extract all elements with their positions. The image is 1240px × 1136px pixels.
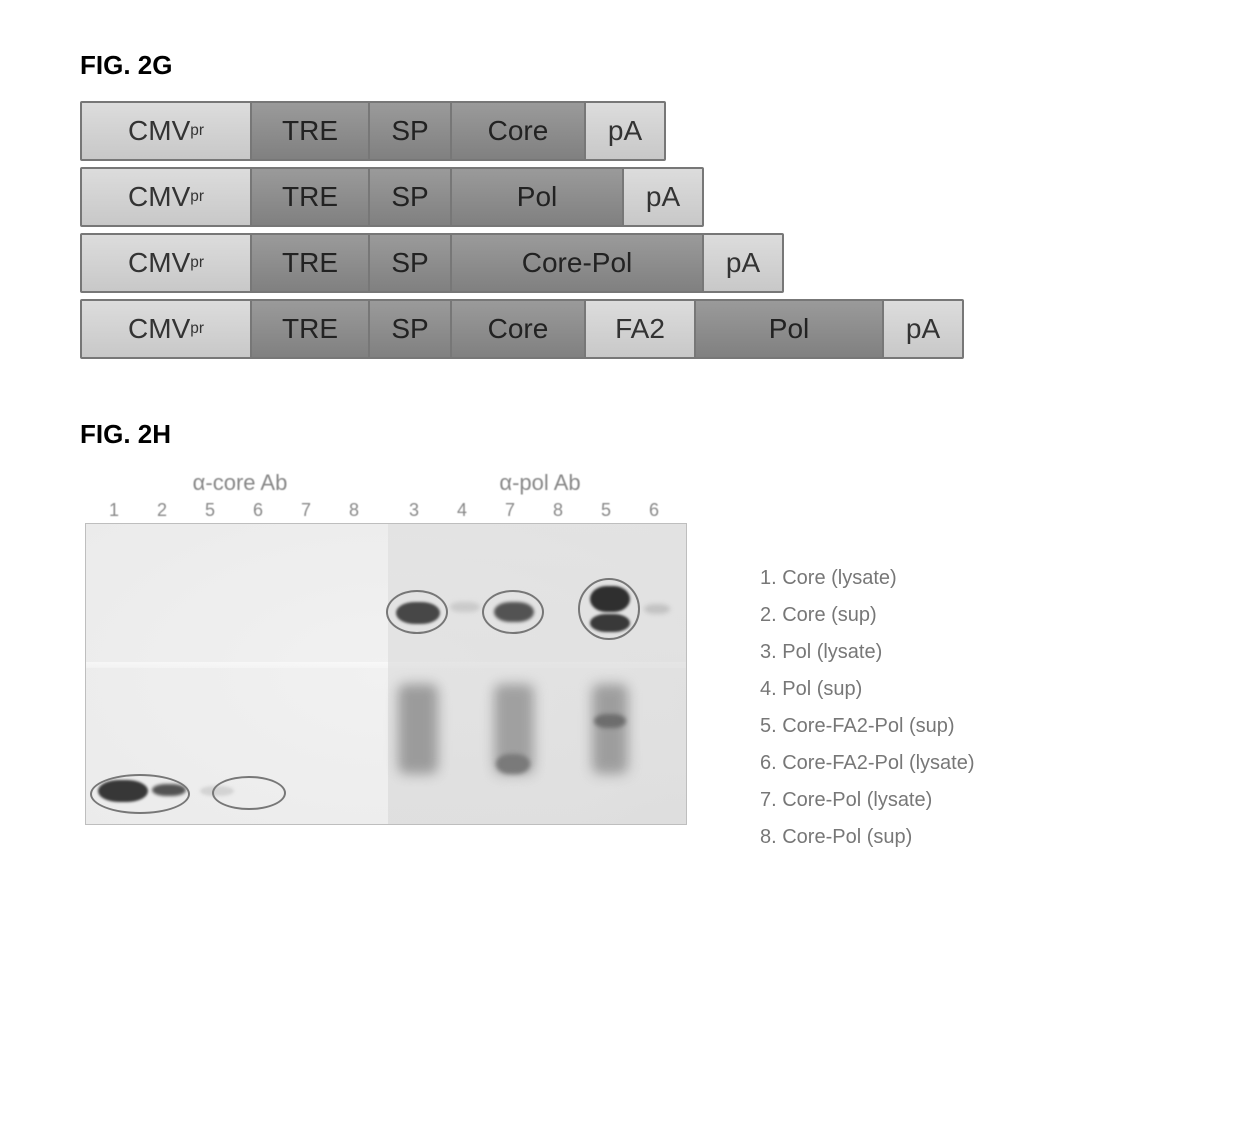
panel-label: α-pol Ab	[390, 470, 690, 496]
construct-segment: SP	[370, 301, 452, 357]
lane-number: 2	[138, 500, 186, 521]
annotation-circle	[578, 578, 640, 640]
construct-segment: SP	[370, 169, 452, 225]
legend-item: 4. Pol (sup)	[760, 671, 975, 708]
fig-2g-label: FIG. 2G	[80, 50, 1200, 81]
construct-segment: FA2	[586, 301, 696, 357]
construct-row: CMVprTRESPCorepA	[80, 101, 666, 161]
legend-item: 3. Pol (lysate)	[760, 634, 975, 671]
gel-panel-labels: α-core Abα-pol Ab	[90, 470, 700, 496]
panel-label: α-core Ab	[90, 470, 390, 496]
fig-2g-constructs: CMVprTRESPCorepACMVprTRESPPolpACMVprTRES…	[80, 101, 1200, 359]
annotation-circle	[386, 590, 448, 634]
gel-column: α-core Abα-pol Ab 125678347856	[80, 470, 700, 825]
lane-number: 5	[186, 500, 234, 521]
gel-band	[644, 604, 670, 614]
construct-row: CMVprTRESPCoreFA2PolpA	[80, 299, 964, 359]
legend-item: 5. Core-FA2-Pol (sup)	[760, 708, 975, 745]
lane-number: 1	[90, 500, 138, 521]
construct-segment: CMVpr	[82, 103, 252, 159]
construct-row: CMVprTRESPCore-PolpA	[80, 233, 784, 293]
gel-dark-panel	[388, 524, 687, 824]
construct-segment: pA	[624, 169, 702, 225]
legend-item: 7. Core-Pol (lysate)	[760, 782, 975, 819]
construct-segment: pA	[884, 301, 962, 357]
fig-2h-label: FIG. 2H	[80, 419, 1200, 450]
construct-segment: Pol	[452, 169, 624, 225]
construct-segment: SP	[370, 235, 452, 291]
construct-segment: pA	[704, 235, 782, 291]
lane-number: 6	[630, 500, 678, 521]
construct-segment: TRE	[252, 235, 370, 291]
construct-segment: CMVpr	[82, 169, 252, 225]
legend-item: 1. Core (lysate)	[760, 560, 975, 597]
gel-band	[450, 602, 480, 612]
legend-item: 8. Core-Pol (sup)	[760, 819, 975, 856]
annotation-circle	[212, 776, 286, 810]
lane-number: 7	[486, 500, 534, 521]
gel-band	[594, 714, 626, 728]
legend-item: 6. Core-FA2-Pol (lysate)	[760, 745, 975, 782]
construct-segment: TRE	[252, 169, 370, 225]
lane-number: 4	[438, 500, 486, 521]
construct-segment: Core	[452, 301, 586, 357]
construct-row: CMVprTRESPPolpA	[80, 167, 704, 227]
lane-number: 6	[234, 500, 282, 521]
construct-segment: Pol	[696, 301, 884, 357]
construct-segment: SP	[370, 103, 452, 159]
lane-number: 3	[390, 500, 438, 521]
construct-segment: Core-Pol	[452, 235, 704, 291]
gel-lane-numbers: 125678347856	[90, 500, 700, 521]
gel-smear	[398, 684, 438, 774]
lane-number: 8	[534, 500, 582, 521]
lane-number: 8	[330, 500, 378, 521]
legend-item: 2. Core (sup)	[760, 597, 975, 634]
construct-segment: TRE	[252, 301, 370, 357]
fig-2h-wrap: α-core Abα-pol Ab 125678347856 1. Core (…	[80, 470, 1200, 856]
construct-segment: CMVpr	[82, 235, 252, 291]
construct-segment: pA	[586, 103, 664, 159]
construct-segment: TRE	[252, 103, 370, 159]
construct-segment: CMVpr	[82, 301, 252, 357]
lane-number: 5	[582, 500, 630, 521]
gel-image	[85, 523, 687, 825]
gel-legend: 1. Core (lysate)2. Core (sup)3. Pol (lys…	[760, 470, 975, 856]
gel-band	[496, 754, 530, 774]
construct-segment: Core	[452, 103, 586, 159]
annotation-circle	[482, 590, 544, 634]
lane-number: 7	[282, 500, 330, 521]
annotation-circle	[90, 774, 190, 814]
gel-smear	[592, 684, 628, 774]
